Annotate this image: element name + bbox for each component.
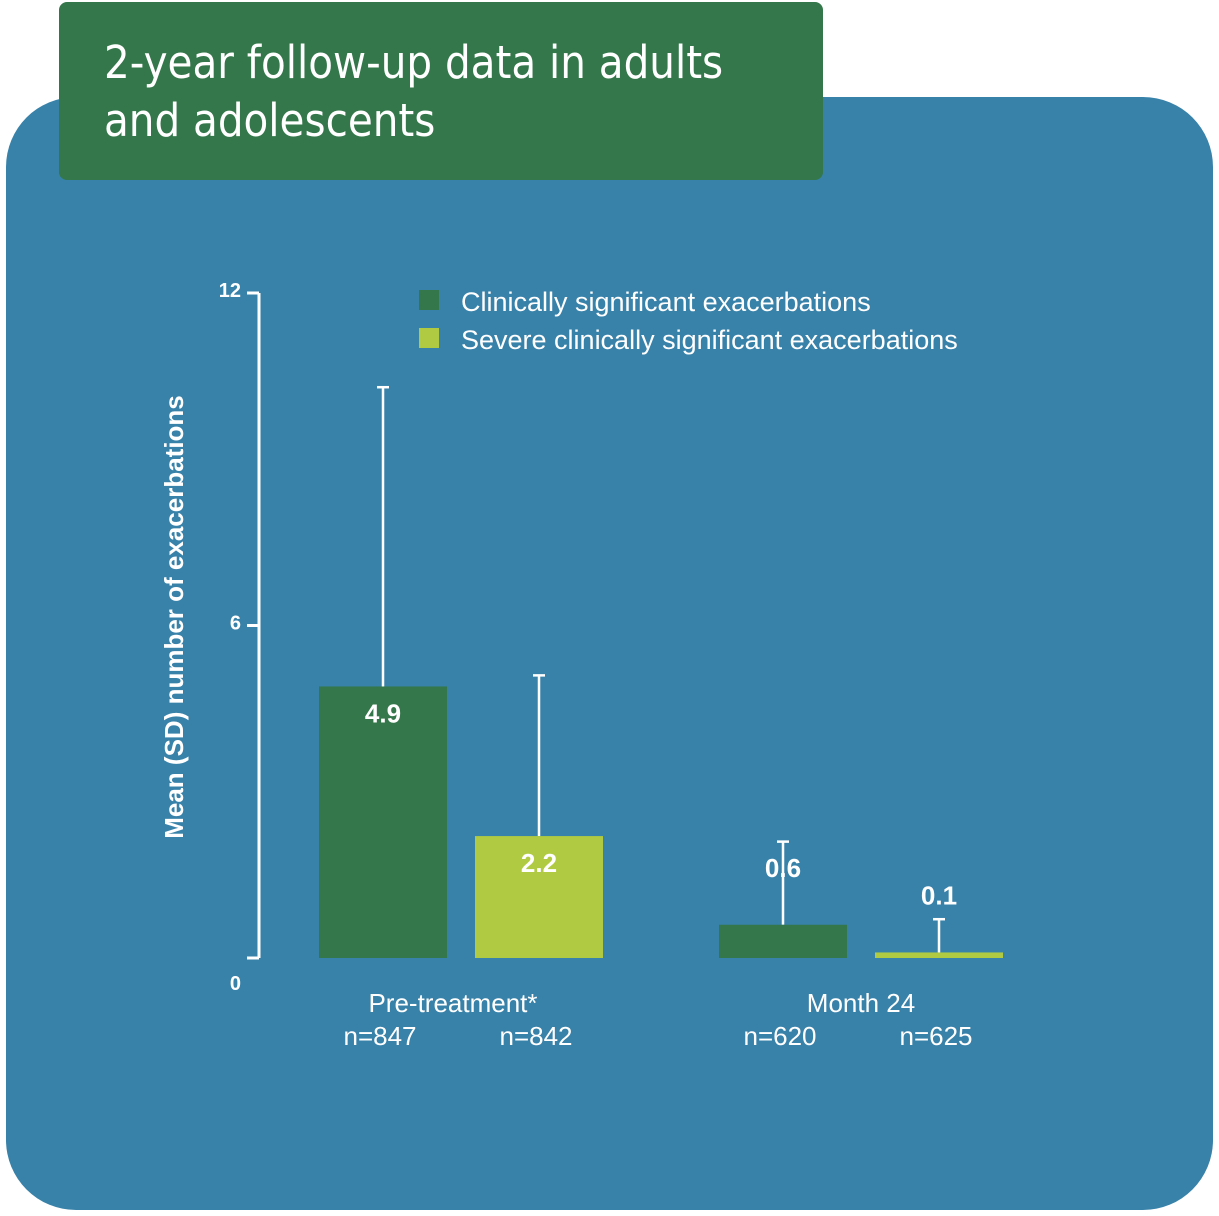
legend-swatch: [419, 290, 439, 310]
bar: [319, 686, 447, 958]
bar: [475, 836, 603, 958]
category-label: Month 24: [807, 988, 915, 1018]
legend-swatch: [419, 328, 439, 348]
data-label: 2.2: [521, 848, 557, 878]
data-label: 0.6: [765, 853, 801, 883]
legend: Clinically significant exacerbations Seve…: [419, 287, 958, 355]
chart-title-line-2: and adolescents: [104, 94, 436, 147]
sample-size-label: n=847: [343, 1021, 416, 1051]
data-label: 0.1: [921, 880, 957, 910]
y-axis-label: Mean (SD) number of exacerbations: [159, 395, 189, 839]
legend-label: Severe clinically significant exacerbati…: [461, 325, 958, 355]
legend-label: Clinically significant exacerbations: [461, 287, 871, 317]
data-label: 4.9: [365, 698, 401, 728]
sample-size-label: n=842: [499, 1021, 572, 1051]
category-labels: Pre-treatment*n=847 n=842 Month 24n=620 n=6…: [343, 988, 972, 1051]
bar: [719, 924, 847, 958]
chart-title-line-1: 2-year follow-up data in adults: [104, 36, 724, 89]
sample-size-label: n=620: [743, 1021, 816, 1051]
y-tick-label: 6: [230, 613, 241, 635]
y-axis: 0 6 12: [219, 280, 261, 995]
bar: [875, 952, 1003, 958]
title-banner: 2-year follow-up data in adults and adol…: [59, 2, 823, 180]
sample-size-label: n=625: [899, 1021, 972, 1051]
y-tick-label: 12: [219, 280, 241, 302]
chart-panel: [6, 97, 1213, 1210]
bars: 4.9 0.6 2.2 0.1: [319, 385, 1003, 958]
y-tick-label: 0: [230, 973, 241, 995]
category-label: Pre-treatment*: [368, 988, 537, 1018]
